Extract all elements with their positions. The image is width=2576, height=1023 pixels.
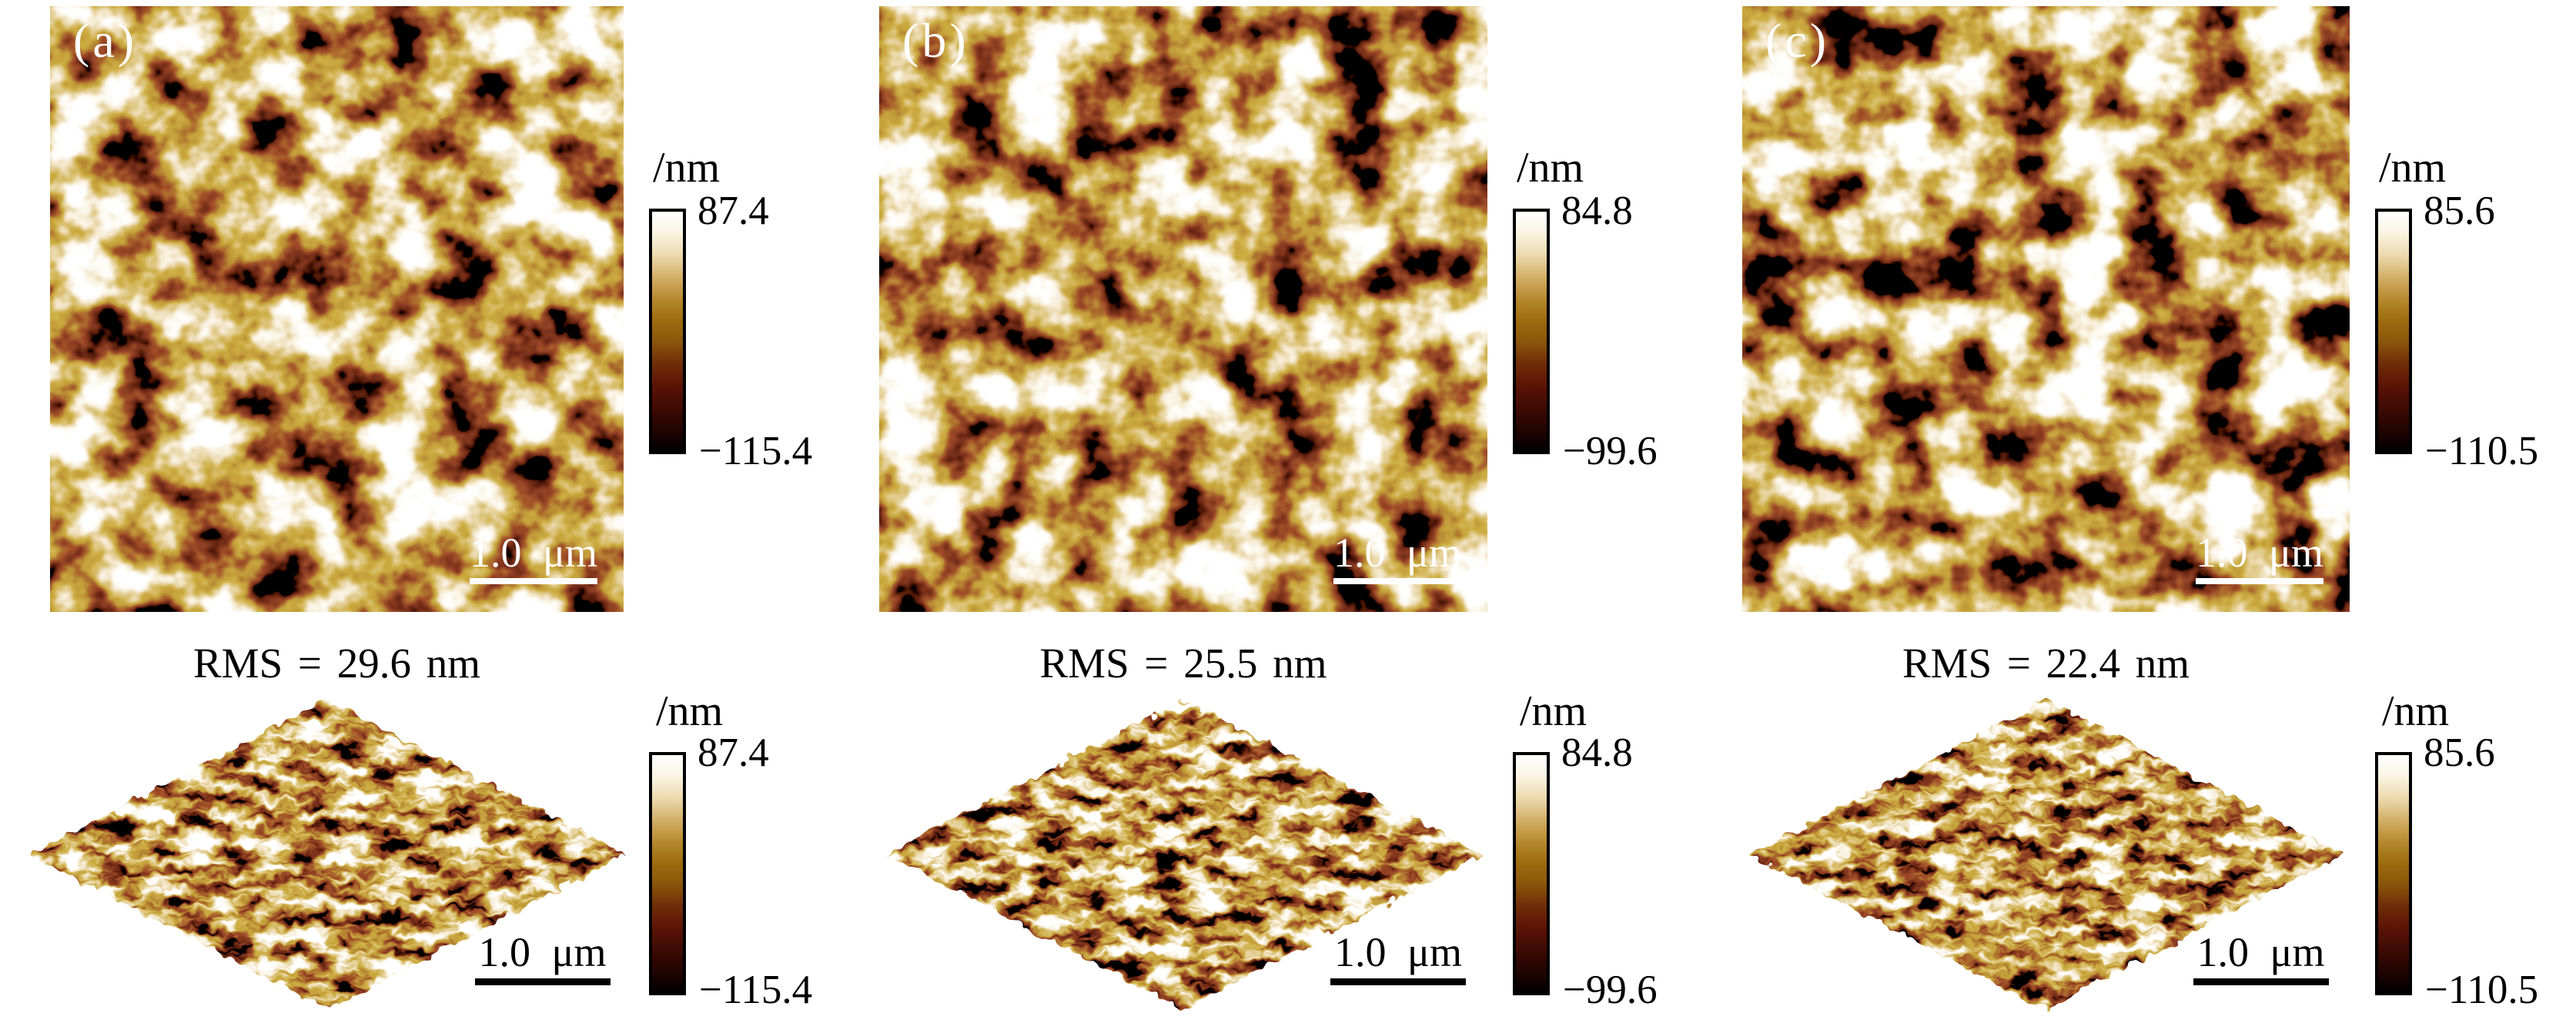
colorbar-min-value: −115.4	[699, 968, 813, 1012]
scalebar-3d-label: 1.0 μm	[2196, 929, 2325, 975]
afm-2d-image-a: (a) 1.0 μm	[50, 6, 624, 612]
panel-label-b: (b)	[902, 13, 969, 68]
panel-c: (c) 1.0 μm /nm 85.6 −110.5 RMS = 22.4 nm…	[1742, 0, 2576, 1023]
colorbar-unit-label: /nm	[656, 687, 724, 735]
colorbar-unit-label: /nm	[653, 144, 721, 192]
colorbar-min-value: −115.4	[699, 429, 813, 473]
scalebar-2d-c: 1.0 μm	[2196, 531, 2323, 584]
colorbar-max-value: 87.4	[698, 189, 769, 233]
scalebar-2d-line	[2196, 577, 2323, 584]
colorbar-2d-b	[1513, 209, 1550, 454]
rms-caption-c: RMS = 22.4 nm	[1902, 640, 2190, 687]
colorbar-2d-c	[2375, 209, 2412, 454]
colorbar-unit-label: /nm	[1517, 144, 1584, 192]
panel-label-a: (a)	[73, 13, 138, 68]
colorbar-3d-a	[649, 752, 686, 995]
colorbar-max-value: 84.8	[1561, 189, 1633, 233]
colorbar-3d-c	[2375, 752, 2412, 995]
colorbar-unit-label: /nm	[1520, 687, 1587, 735]
scalebar-3d-a: 1.0 μm	[474, 929, 611, 985]
panel-label-c: (c)	[1765, 13, 1830, 68]
afm-3d-image-c: 1.0 μm	[1742, 697, 2350, 1012]
scalebar-3d-b: 1.0 μm	[1330, 931, 1466, 985]
scalebar-2d-label: 1.0 μm	[470, 530, 597, 576]
colorbar-2d-a	[649, 209, 686, 454]
scalebar-2d-label: 1.0 μm	[2196, 530, 2323, 576]
colorbar-min-value: −99.6	[1563, 429, 1658, 473]
afm-2d-image-c: (c) 1.0 μm	[1742, 6, 2350, 612]
scalebar-3d-label: 1.0 μm	[478, 929, 607, 975]
scalebar-2d-a: 1.0 μm	[470, 531, 597, 584]
rms-caption-a: RMS = 29.6 nm	[193, 640, 480, 687]
rms-caption-b: RMS = 25.5 nm	[1039, 640, 1327, 687]
scalebar-3d-line	[474, 978, 611, 985]
colorbar-max-value: 85.6	[2424, 189, 2495, 233]
afm-3d-image-a: 1.0 μm	[24, 697, 632, 1012]
colorbar-min-value: −99.6	[1563, 968, 1658, 1012]
colorbar-unit-label: /nm	[2382, 687, 2450, 735]
colorbar-max-value: 84.8	[1561, 730, 1633, 775]
colorbar-max-value: 85.6	[2424, 730, 2495, 775]
scalebar-3d-label: 1.0 μm	[1334, 929, 1462, 975]
colorbar-3d-b	[1513, 752, 1550, 995]
scalebar-2d-b: 1.0 μm	[1333, 531, 1461, 584]
scalebar-2d-label: 1.0 μm	[1333, 530, 1461, 576]
panel-b: (b) 1.0 μm /nm 84.8 −99.6 RMS = 25.5 nm …	[879, 0, 1738, 1023]
afm-2d-image-b: (b) 1.0 μm	[879, 6, 1487, 612]
scalebar-2d-line	[1333, 577, 1461, 584]
scalebar-3d-c: 1.0 μm	[2193, 931, 2329, 985]
colorbar-min-value: −110.5	[2425, 968, 2539, 1012]
colorbar-max-value: 87.4	[698, 730, 769, 775]
colorbar-unit-label: /nm	[2379, 144, 2447, 192]
scalebar-3d-line	[2193, 978, 2329, 985]
scalebar-3d-line	[1330, 978, 1466, 985]
panel-a: (a) 1.0 μm /nm 87.4 −115.4 RMS = 29.6 nm…	[29, 0, 908, 1023]
scalebar-2d-line	[470, 577, 597, 584]
afm-3d-image-b: 1.0 μm	[879, 697, 1487, 1012]
colorbar-min-value: −110.5	[2425, 429, 2539, 473]
